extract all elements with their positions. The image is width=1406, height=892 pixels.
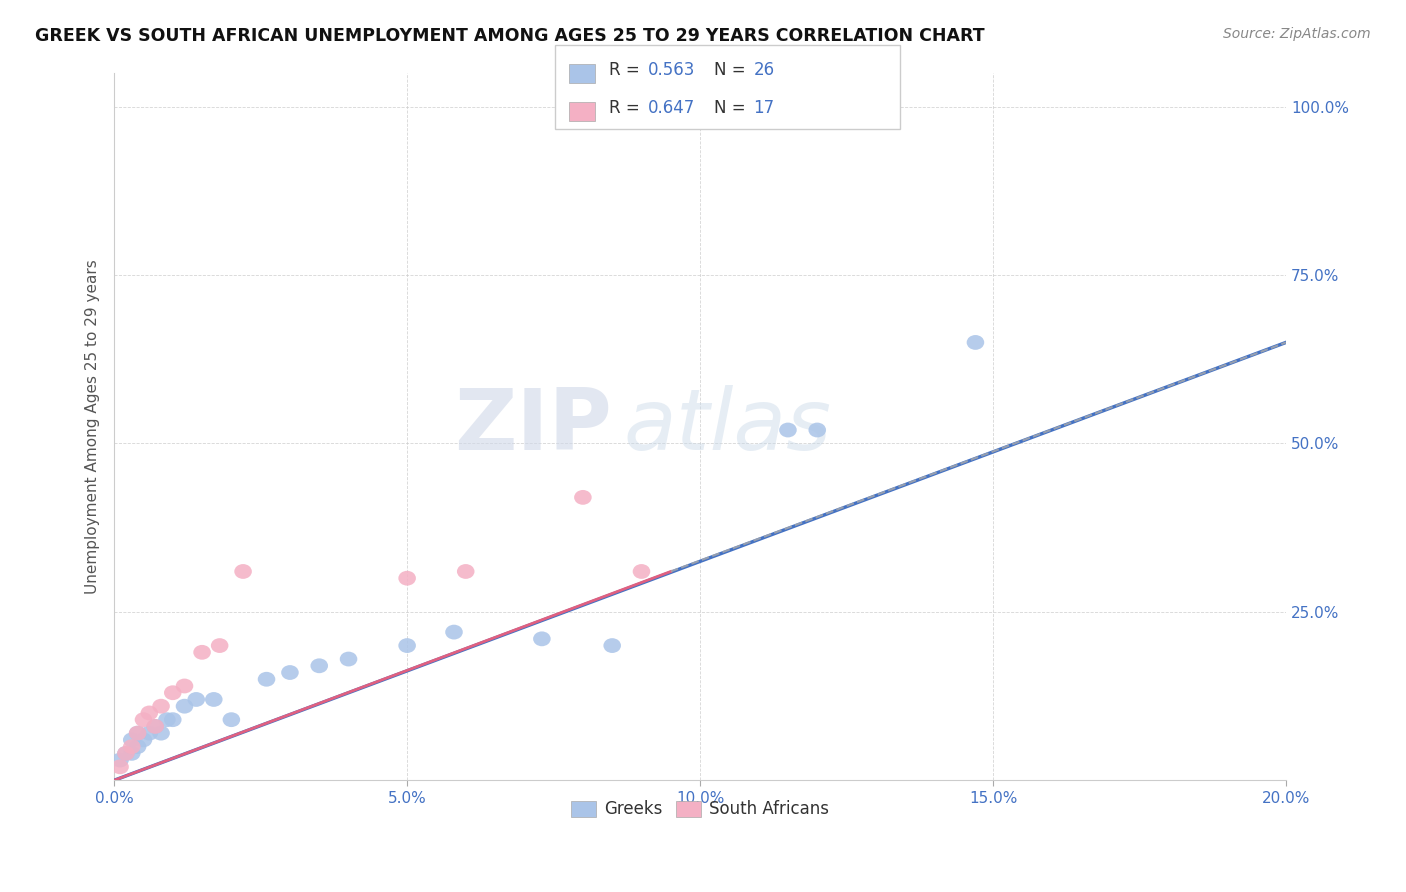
Ellipse shape [165,713,181,727]
Ellipse shape [122,732,141,747]
Ellipse shape [111,759,129,774]
Ellipse shape [446,624,463,640]
Text: N =: N = [714,61,751,79]
Ellipse shape [603,638,621,653]
Ellipse shape [129,726,146,740]
Text: 0.563: 0.563 [648,61,696,79]
Ellipse shape [205,692,222,706]
Ellipse shape [135,713,152,727]
Text: atlas: atlas [624,385,832,468]
Ellipse shape [222,713,240,727]
Ellipse shape [157,713,176,727]
Legend: Greeks, South Africans: Greeks, South Africans [564,794,837,825]
Ellipse shape [779,423,797,437]
Ellipse shape [122,739,141,754]
Ellipse shape [176,679,193,693]
Ellipse shape [135,732,152,747]
Text: R =: R = [609,99,645,117]
Ellipse shape [808,99,827,114]
Ellipse shape [141,706,157,721]
Ellipse shape [211,638,228,653]
Ellipse shape [146,719,165,734]
Ellipse shape [257,672,276,687]
Y-axis label: Unemployment Among Ages 25 to 29 years: Unemployment Among Ages 25 to 29 years [86,260,100,594]
Ellipse shape [281,665,298,680]
Ellipse shape [457,564,474,579]
Ellipse shape [111,753,129,767]
Ellipse shape [340,652,357,666]
Ellipse shape [146,719,165,734]
Text: ZIP: ZIP [454,385,612,468]
Ellipse shape [808,423,827,437]
Ellipse shape [187,692,205,706]
Text: 17: 17 [754,99,775,117]
Ellipse shape [193,645,211,660]
Text: R =: R = [609,61,645,79]
Ellipse shape [165,685,181,700]
Ellipse shape [633,564,650,579]
Text: N =: N = [714,99,751,117]
Ellipse shape [117,746,135,761]
Ellipse shape [152,726,170,740]
Ellipse shape [398,638,416,653]
Ellipse shape [533,632,551,646]
Ellipse shape [311,658,328,673]
Text: GREEK VS SOUTH AFRICAN UNEMPLOYMENT AMONG AGES 25 TO 29 YEARS CORRELATION CHART: GREEK VS SOUTH AFRICAN UNEMPLOYMENT AMON… [35,27,984,45]
Ellipse shape [967,335,984,350]
Ellipse shape [398,571,416,586]
Text: Source: ZipAtlas.com: Source: ZipAtlas.com [1223,27,1371,41]
Ellipse shape [574,490,592,505]
Text: 0.647: 0.647 [648,99,696,117]
Ellipse shape [129,726,146,740]
Ellipse shape [152,698,170,714]
Ellipse shape [235,564,252,579]
Ellipse shape [176,698,193,714]
Ellipse shape [129,739,146,754]
Ellipse shape [122,746,141,761]
Text: 26: 26 [754,61,775,79]
Ellipse shape [141,726,157,740]
Ellipse shape [117,746,135,761]
